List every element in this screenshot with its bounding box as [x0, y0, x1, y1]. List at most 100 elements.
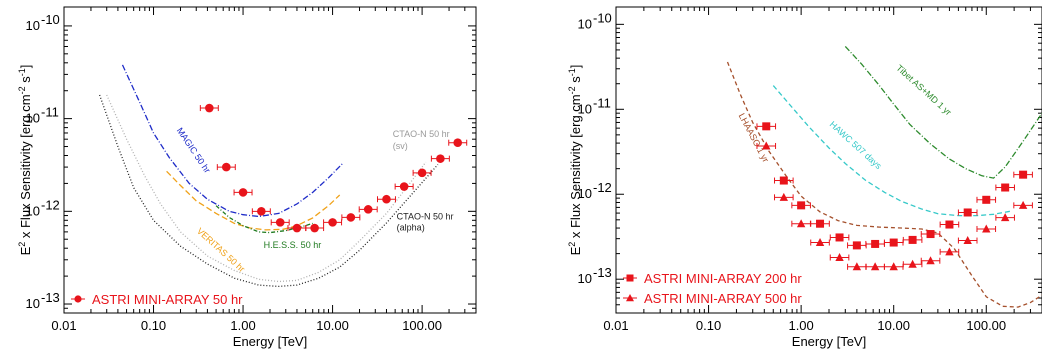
y-axis-label-part: E: [18, 246, 33, 255]
data-point-circle: [436, 154, 445, 163]
legend: ASTRI MINI-ARRAY 200 hr ASTRI MINI-ARRAY …: [623, 271, 802, 306]
data-point-square: [1019, 170, 1028, 179]
data-point-triangle: [1018, 200, 1028, 209]
plot-frame: [615, 6, 1042, 314]
data-point-triangle: [889, 262, 898, 271]
curve-annotation: CTAO-N 50 hr: [393, 129, 450, 139]
data-point-square: [908, 235, 917, 244]
reference-curves: [98, 64, 439, 288]
legend: ASTRI MINI-ARRAY 50 hr: [71, 292, 243, 307]
y-axis-label-sup: -1: [17, 68, 27, 76]
curve-annotation: (alpha): [397, 223, 425, 233]
legend-label: ASTRI MINI-ARRAY 200 hr: [644, 271, 802, 286]
data-point-circle: [275, 218, 285, 227]
y-tick-exponent: -10: [41, 12, 60, 27]
x-axis-label: Energy [TeV]: [233, 334, 307, 349]
data-point-triangle: [870, 262, 880, 271]
y-tick-exponent: -11: [41, 105, 59, 120]
curve-lhaaso-1-yr: [726, 61, 1042, 308]
data-point-square: [835, 233, 844, 242]
data-point-triangle: [926, 256, 935, 265]
y-tick-exponent: -13: [593, 265, 612, 280]
curve-ctao-n-50-hr-alpha: [98, 94, 439, 288]
x-tick-label: 0.10: [696, 318, 721, 333]
data-point-square: [945, 220, 954, 229]
y-axis-label: E2 x Flux Sensitivity [erg cm-2 s-1]: [567, 65, 583, 256]
legend-marker-triangle: [626, 294, 634, 302]
curve-annotation: Tibet AS+MD 1 yr: [894, 63, 953, 118]
astri-series: [199, 103, 468, 233]
x-tick-label: 0.10: [141, 318, 166, 333]
x-tick-label: 1.00: [788, 318, 813, 333]
y-axis-label-part: x Flux Sensitivity [erg cm: [18, 94, 33, 241]
axes: 0.01 0.10 1.00 10.00 100.0010-1310-1210-1110…: [17, 6, 477, 349]
curve-annotation: (sv): [393, 141, 408, 151]
curve-ctao-n-50-hr-sv: [106, 94, 427, 283]
data-point-square: [779, 176, 788, 185]
data-point-triangle: [982, 224, 991, 233]
y-tick-label: 10: [26, 296, 40, 311]
data-point-circle: [346, 213, 356, 222]
y-axis-label-part: ]: [568, 65, 583, 69]
x-tick-label: 100.00: [402, 318, 442, 333]
curve-annotation: MAGIC 50 hr: [175, 126, 213, 175]
data-point-square: [816, 219, 825, 228]
x-tick-label: 100.00: [966, 318, 1006, 333]
y-tick-label: 10: [26, 203, 40, 218]
curve-annotation: HAWC 507 days: [828, 119, 884, 171]
data-point-triangle: [779, 192, 789, 201]
data-point-triangle: [762, 141, 771, 150]
data-point-circle: [363, 205, 373, 214]
data-point-triangle: [835, 253, 844, 262]
data-point-circle: [310, 223, 319, 233]
curve-annotation: VERITAS 50 hr: [195, 226, 247, 274]
data-point-circle: [399, 182, 409, 191]
data-point-triangle: [1000, 213, 1010, 222]
data-point-square: [1001, 183, 1010, 192]
data-point-square: [797, 201, 806, 210]
data-point-triangle: [908, 259, 917, 268]
x-tick-label: 1.00: [230, 318, 255, 333]
y-axis-label-part: ]: [18, 65, 33, 69]
axes: 0.01 0.10 1.00 10.00 100.0010-1310-1210-1110…: [567, 6, 1042, 349]
y-tick-exponent: -12: [41, 197, 60, 212]
data-point-circle: [382, 194, 391, 204]
curve-magic-50-hr: [121, 64, 344, 218]
data-point-triangle: [963, 236, 972, 245]
x-tick-label: 10.00: [877, 318, 910, 333]
x-tick-label: 0.01: [51, 318, 76, 333]
x-tick-label: 0.01: [603, 318, 628, 333]
panel-left: 0.01 0.10 1.00 10.00 100.0010-1310-1210-1110…: [17, 6, 477, 349]
y-axis-label-part: x Flux Sensitivity [erg cm: [568, 94, 583, 241]
y-tick-label: 10: [578, 271, 592, 286]
data-point-square: [982, 195, 991, 204]
data-point-circle: [328, 218, 337, 227]
y-tick-exponent: -12: [593, 180, 612, 195]
astri-series: [756, 122, 1033, 271]
curve-hawc-507-days: [772, 85, 1011, 217]
legend-marker-square: [626, 274, 634, 282]
y-axis-label-part: s: [568, 76, 583, 87]
data-point-square: [871, 239, 880, 248]
data-point-circle: [222, 162, 231, 172]
data-point-circle: [257, 207, 266, 216]
data-point-circle: [453, 138, 463, 147]
x-axis-label: Energy [TeV]: [792, 334, 866, 349]
curve-annotation: H.E.S.S. 50 hr: [264, 240, 322, 250]
legend-label: ASTRI MINI-ARRAY 500 hr: [644, 291, 802, 306]
data-point-circle: [205, 103, 214, 113]
data-point-square: [926, 230, 935, 239]
y-axis-label-sup: 2: [17, 242, 27, 247]
panel-right: 0.01 0.10 1.00 10.00 100.0010-1310-1210-1110…: [567, 6, 1042, 349]
data-point-circle: [417, 168, 427, 178]
y-tick-exponent: -13: [41, 290, 60, 305]
data-point-square: [762, 122, 771, 131]
data-point-circle: [238, 188, 248, 197]
plot-frame: [63, 6, 477, 314]
y-tick-label: 10: [578, 186, 592, 201]
reference-curves: [726, 45, 1042, 308]
x-tick-label: 10.00: [316, 318, 349, 333]
y-axis-label-sup: -2: [567, 86, 577, 94]
data-point-triangle: [852, 262, 862, 271]
